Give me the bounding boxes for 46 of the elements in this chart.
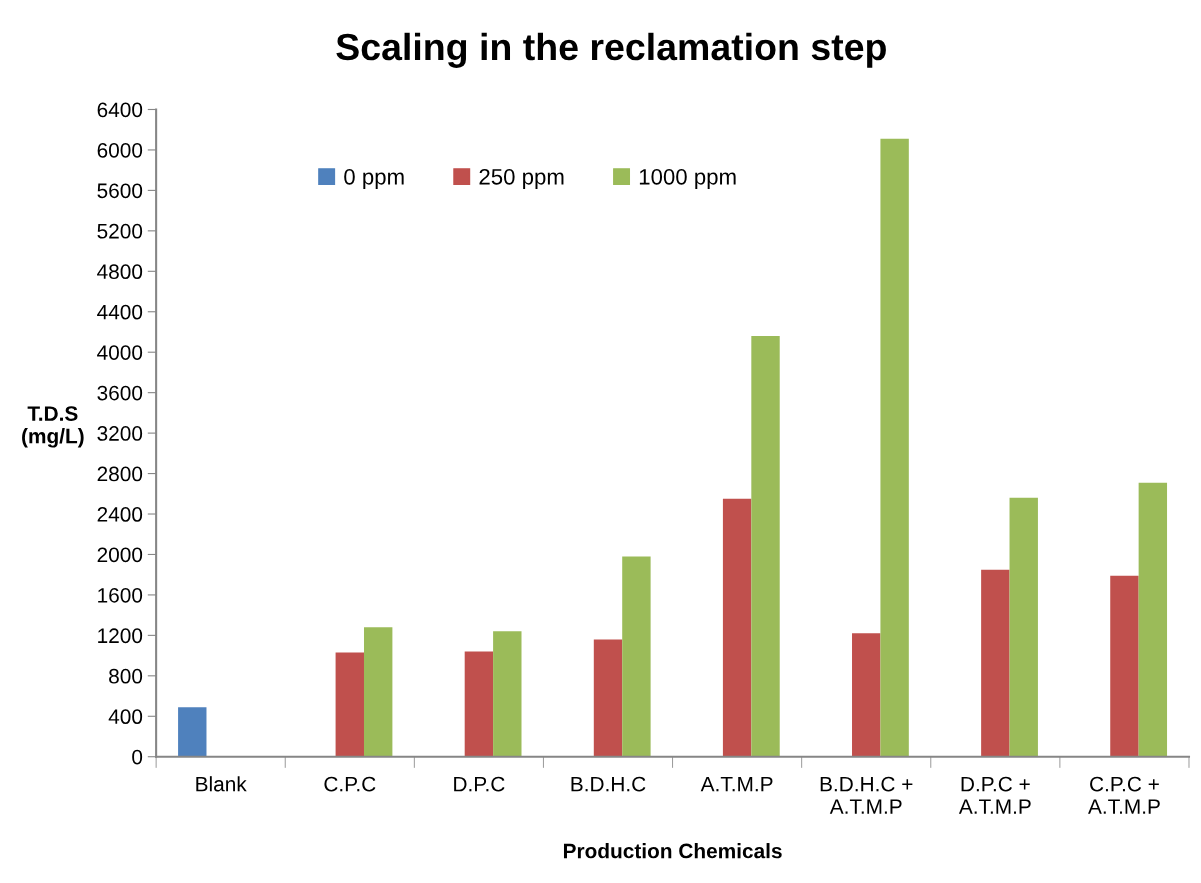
bar (722, 498, 752, 757)
bar (852, 633, 881, 757)
x-tick-label: C.P.C (324, 776, 376, 792)
x-tick-label: B.D.H.C (571, 776, 646, 792)
bar (981, 569, 1010, 757)
x-tick-label: Blank (196, 776, 247, 792)
bar (593, 639, 623, 757)
y-tick-label: 2800 (97, 466, 143, 482)
bar (335, 652, 364, 757)
y-tick-label: 3600 (97, 385, 143, 401)
bar (751, 336, 780, 757)
chart-title: Scaling in the reclamation step (336, 32, 886, 68)
y-tick-label: 4000 (97, 345, 143, 360)
bar (1009, 497, 1038, 757)
x-tick-label: A.T.M.P (700, 776, 773, 792)
bar (178, 707, 207, 757)
bar (622, 556, 651, 757)
y-tick-label: 800 (109, 668, 143, 684)
y-tick-label: 5200 (97, 223, 143, 239)
y-tick-label: 3200 (97, 426, 143, 441)
legend-label: 0 ppm (344, 168, 404, 190)
y-tick-label: 1600 (98, 587, 143, 603)
x-axis-title: Production Chemicals (563, 843, 782, 859)
x-tick-label: C.P.C + A.T.M.P (1088, 776, 1160, 814)
y-tick-label: 1200 (98, 628, 143, 644)
y-axis-title: T.D.S (mg/L) (22, 406, 84, 448)
y-tick-label: 5600 (97, 183, 143, 199)
y-tick-label: 4400 (97, 304, 143, 320)
y-tick-label: 4800 (97, 264, 143, 280)
x-tick-label: B.D.H.C + A.T.M.P (820, 776, 913, 814)
bar (1138, 482, 1168, 757)
x-tick-label: D.P.C (454, 776, 505, 792)
bar (880, 138, 909, 757)
y-tick-label: 0 (132, 749, 143, 765)
bar (464, 651, 494, 757)
y-tick-label: 400 (108, 709, 143, 725)
bar (1110, 575, 1139, 757)
y-tick-label: 6000 (97, 142, 143, 158)
y-tick-label: 2000 (97, 547, 143, 563)
bar (493, 631, 522, 757)
y-tick-label: 6400 (97, 102, 143, 118)
bar (363, 627, 393, 757)
y-tick-label: 2400 (97, 507, 143, 522)
legend-label: 250 ppm (479, 168, 564, 190)
x-tick-label: D.P.C + A.T.M.P (958, 776, 1031, 814)
legend-label: 1000 ppm (639, 168, 736, 190)
